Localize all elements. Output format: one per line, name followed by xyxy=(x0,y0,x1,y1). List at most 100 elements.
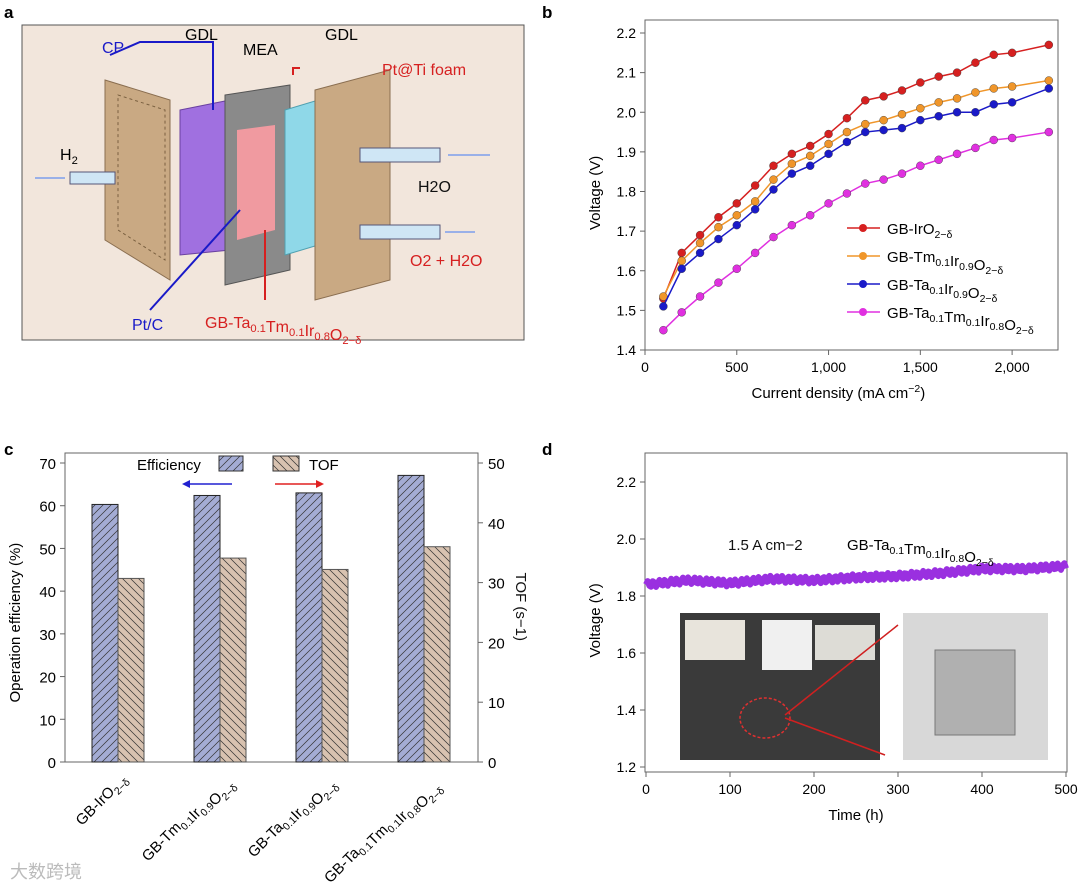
ytick-label: 1.6 xyxy=(617,263,637,279)
bar-tof xyxy=(219,557,247,763)
data-point xyxy=(659,302,668,311)
data-point xyxy=(824,149,833,159)
data-point xyxy=(714,278,723,287)
legend-marker xyxy=(859,252,867,260)
ytick-label: 30 xyxy=(39,627,56,644)
data-point xyxy=(1044,127,1054,137)
y2tick-label: 20 xyxy=(488,635,505,652)
label-gdl-left: GDL xyxy=(185,27,218,44)
data-point xyxy=(1044,40,1054,50)
data-point xyxy=(916,78,925,87)
ytick-label: 20 xyxy=(39,670,56,687)
data-point xyxy=(1044,76,1054,85)
panel-label-a: a xyxy=(4,3,14,22)
end-plate-right xyxy=(314,69,391,301)
data-point xyxy=(934,112,943,121)
data-point xyxy=(1007,48,1017,58)
data-point xyxy=(787,159,797,168)
data-point xyxy=(989,84,998,93)
data-point xyxy=(842,127,852,137)
data-point xyxy=(695,230,705,240)
data-point xyxy=(952,149,962,159)
data-point xyxy=(934,98,943,107)
data-point xyxy=(677,256,686,266)
data-point xyxy=(714,234,723,244)
setup-photo xyxy=(680,613,1048,760)
annotation-sample: GB-Ta0.1Tm0.1Ir0.8O2−δ xyxy=(847,537,994,569)
cell-highlight xyxy=(739,697,791,739)
data-point xyxy=(842,137,852,147)
data-point xyxy=(750,181,760,190)
y2tick-label: 0 xyxy=(488,755,496,772)
ytick-label: 40 xyxy=(39,584,56,601)
bar-efficiency xyxy=(295,492,323,763)
xtick-label: 500 xyxy=(1054,781,1078,797)
data-point xyxy=(714,213,723,222)
legend-label: GB-Tm0.1Ir0.9O2−δ xyxy=(887,249,1003,277)
label-gdl-right: GDL xyxy=(325,27,358,44)
data-point xyxy=(952,94,962,103)
data-point xyxy=(952,68,962,77)
y2tick-label: 10 xyxy=(488,695,505,712)
xtick-label: 2,000 xyxy=(995,359,1030,375)
bar-efficiency xyxy=(397,474,425,763)
ytick-label: 1.5 xyxy=(617,302,637,318)
data-point xyxy=(1007,98,1017,107)
ytick-label: 10 xyxy=(39,712,56,729)
data-point xyxy=(806,151,815,161)
data-point xyxy=(732,199,741,208)
y2tick-label: 30 xyxy=(488,576,505,593)
y2label-c: TOF (s−1) xyxy=(512,573,529,641)
data-point xyxy=(787,220,797,230)
data-point xyxy=(971,88,980,97)
category-label: GB-Tm0.1Ir0.9O2−δ xyxy=(139,771,241,873)
label-ptc: Pt/C xyxy=(132,317,163,334)
pt-ti-leader xyxy=(292,67,300,75)
bar-tof xyxy=(117,577,145,763)
ytick-label: 1.4 xyxy=(617,342,637,358)
ytick-label: 2.2 xyxy=(617,25,637,41)
ytick-label: 1.6 xyxy=(617,645,637,661)
y2tick-label: 40 xyxy=(488,516,505,533)
data-point xyxy=(1007,133,1017,143)
catalyst-layer xyxy=(237,125,275,240)
plot-b-frame xyxy=(644,19,1059,351)
label-h2: H2 xyxy=(60,147,78,167)
legend-label: TOF xyxy=(309,457,339,474)
plot-c-frame xyxy=(64,452,479,763)
zoom-pointer xyxy=(784,624,899,716)
legend-swatch xyxy=(218,455,244,472)
stability-trace xyxy=(643,560,1069,590)
data-point xyxy=(989,135,998,145)
panel-label-d: d xyxy=(542,440,552,459)
ytick-label: 2.1 xyxy=(617,65,637,81)
ylabel-d: Voltage (V) xyxy=(587,583,604,657)
zoom-pointer xyxy=(784,717,886,756)
ytick-label: 2.0 xyxy=(617,531,637,547)
legend-label: GB-Ta0.1Ir0.9O2−δ xyxy=(887,277,998,305)
flow-field xyxy=(117,94,166,261)
xtick-label: 400 xyxy=(970,781,994,797)
ytick-label: 1.9 xyxy=(617,144,637,160)
data-point xyxy=(861,96,870,105)
data-point xyxy=(897,123,907,133)
data-point xyxy=(971,143,980,153)
arrow-head xyxy=(182,480,190,488)
data-point xyxy=(989,100,998,109)
cp-leader xyxy=(109,41,214,110)
ytick-label: 2.2 xyxy=(617,474,637,490)
end-plate-left xyxy=(104,79,171,281)
data-point xyxy=(787,149,797,159)
data-point xyxy=(824,129,833,139)
y2tick-label: 50 xyxy=(488,456,505,473)
label-o2-h2o: O2 + H2O xyxy=(410,253,482,270)
panel-label-c: c xyxy=(4,440,13,459)
data-point xyxy=(659,325,668,335)
mea-diagram: CP GDL MEA GDL Pt@Ti foam H2O O2 + H2O Pt/C xyxy=(21,24,525,341)
data-point xyxy=(695,292,705,301)
data-point xyxy=(897,169,907,178)
data-point xyxy=(971,108,980,117)
data-point xyxy=(879,92,888,101)
xtick-label: 1,500 xyxy=(903,359,938,375)
ytick-label: 70 xyxy=(39,456,56,473)
